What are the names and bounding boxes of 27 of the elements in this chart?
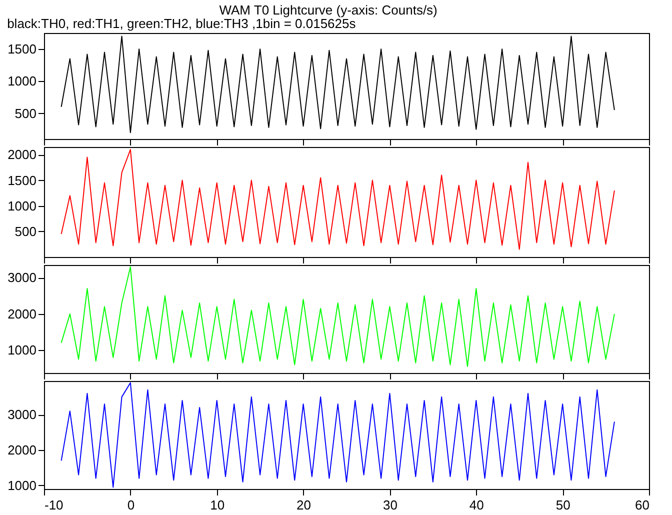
x-tick-label: 10 (210, 498, 225, 512)
line-series (60, 36, 615, 134)
y-tick-label: 1500 (8, 42, 36, 57)
y-tick-label: 1500 (8, 172, 36, 188)
y-tick-label: 3000 (8, 270, 36, 286)
y-tick-label: 2000 (8, 147, 36, 162)
x-tick-label: 40 (469, 498, 484, 512)
x-tick-label: 50 (556, 498, 570, 512)
x-tick-label: 20 (296, 498, 312, 512)
y-tick-label: 1000 (8, 74, 36, 89)
y-tick-label: 1000 (8, 342, 36, 358)
line-series (60, 382, 615, 488)
y-tick-label: 3000 (8, 407, 36, 422)
y-tick-label: 1000 (8, 478, 36, 493)
x-tick-label: -10 (44, 498, 64, 512)
chart-title: WAM T0 Lightcurve (y-axis: Counts/s) (219, 2, 438, 18)
x-tick-label: 0 (127, 498, 135, 512)
y-tick-label: 500 (14, 224, 36, 239)
x-tick-label: 30 (382, 498, 398, 512)
y-tick-label: 500 (14, 106, 36, 121)
chart-subtitle: black:TH0, red:TH1, green:TH2, blue:TH3 ,1bin = 0.015625s (7, 16, 356, 31)
y-tick-label: 2000 (8, 442, 36, 458)
line-series (60, 149, 615, 250)
y-tick-label: 1000 (8, 198, 36, 214)
line-series (60, 266, 615, 367)
x-tick-label: 60 (635, 498, 650, 512)
y-tick-label: 2000 (8, 306, 36, 322)
